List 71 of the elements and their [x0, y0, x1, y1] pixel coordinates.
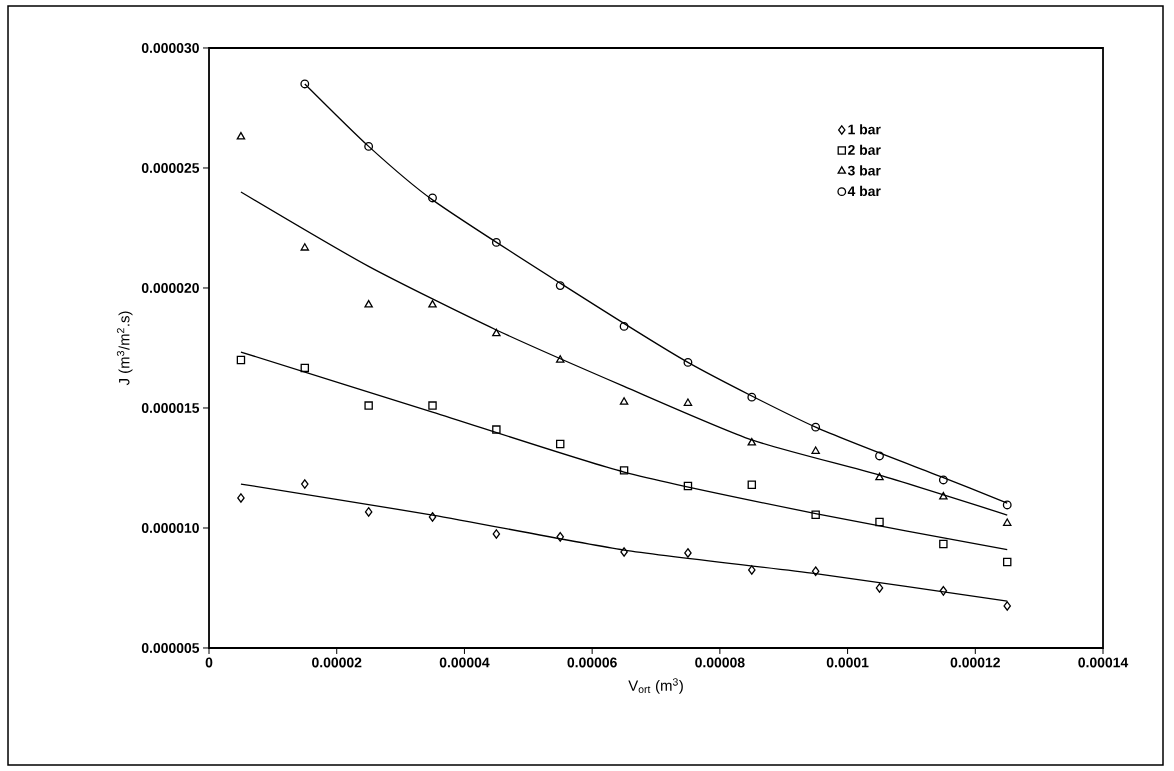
point [875, 451, 884, 461]
x-tick-label: 0.00006 [567, 657, 617, 668]
point [875, 517, 884, 527]
point [1002, 557, 1012, 567]
legend-label: 2 bar [848, 144, 881, 155]
x-tick-label: 0.0001 [826, 657, 869, 668]
x-tick-label: 0 [205, 657, 213, 668]
y-tick-label: 0.000030 [141, 43, 199, 53]
point [619, 397, 629, 405]
line-series [240, 351, 1008, 551]
point [748, 565, 756, 575]
point [556, 532, 565, 542]
point [492, 529, 501, 539]
point [428, 193, 437, 203]
x-axis-title: V$_{ort}$ (m$^{3}$) [628, 678, 683, 694]
point [811, 446, 820, 454]
point [684, 548, 692, 558]
y-axis-title: J (m$^{3}$/m$^{2}$.s) [116, 311, 133, 386]
point [939, 539, 948, 549]
point [364, 299, 373, 308]
y-tick-label: 0.000015 [141, 403, 200, 413]
point [683, 481, 693, 491]
point [300, 79, 310, 89]
y-tick-label: 0.000020 [141, 283, 199, 293]
point [492, 328, 501, 337]
point [428, 401, 437, 410]
y-tick-label: 0.000010 [141, 523, 199, 533]
point [492, 425, 501, 434]
x-tick-label: 0.00002 [312, 657, 362, 668]
point [747, 392, 757, 402]
point [491, 237, 501, 247]
point [619, 321, 629, 331]
point [555, 355, 565, 363]
point [747, 437, 757, 446]
point [428, 512, 437, 522]
x-tick-label: 0.00004 [439, 657, 490, 668]
legend-label: 1 bar [848, 124, 881, 135]
point [875, 472, 884, 481]
point [619, 466, 629, 475]
point [939, 491, 948, 500]
point [236, 131, 246, 140]
point [555, 281, 565, 291]
point [939, 586, 948, 596]
point [683, 398, 693, 406]
legend-label: 4 bar [847, 185, 881, 197]
point [811, 422, 821, 432]
point [364, 507, 373, 517]
point [747, 480, 757, 490]
point [555, 439, 565, 449]
point [620, 547, 628, 557]
point [364, 141, 374, 151]
point [236, 355, 246, 365]
point [364, 401, 373, 410]
point [428, 299, 437, 308]
point [1002, 518, 1012, 526]
point [237, 493, 245, 503]
point [811, 566, 820, 577]
point [875, 583, 884, 593]
point [300, 363, 310, 373]
x-tick-label: 0.00008 [695, 657, 745, 668]
point [938, 475, 948, 485]
y-tick-label: 0.000025 [141, 163, 200, 173]
point [683, 357, 693, 367]
y-tick-label: 0.000005 [141, 643, 200, 653]
legend-label: 3 bar [847, 165, 881, 176]
point [1002, 500, 1012, 510]
point [300, 243, 310, 251]
x-tick-label: 0.00014 [1078, 657, 1129, 668]
x-tick-label: 0.00012 [950, 657, 1000, 668]
point [301, 479, 309, 489]
point [811, 510, 820, 520]
